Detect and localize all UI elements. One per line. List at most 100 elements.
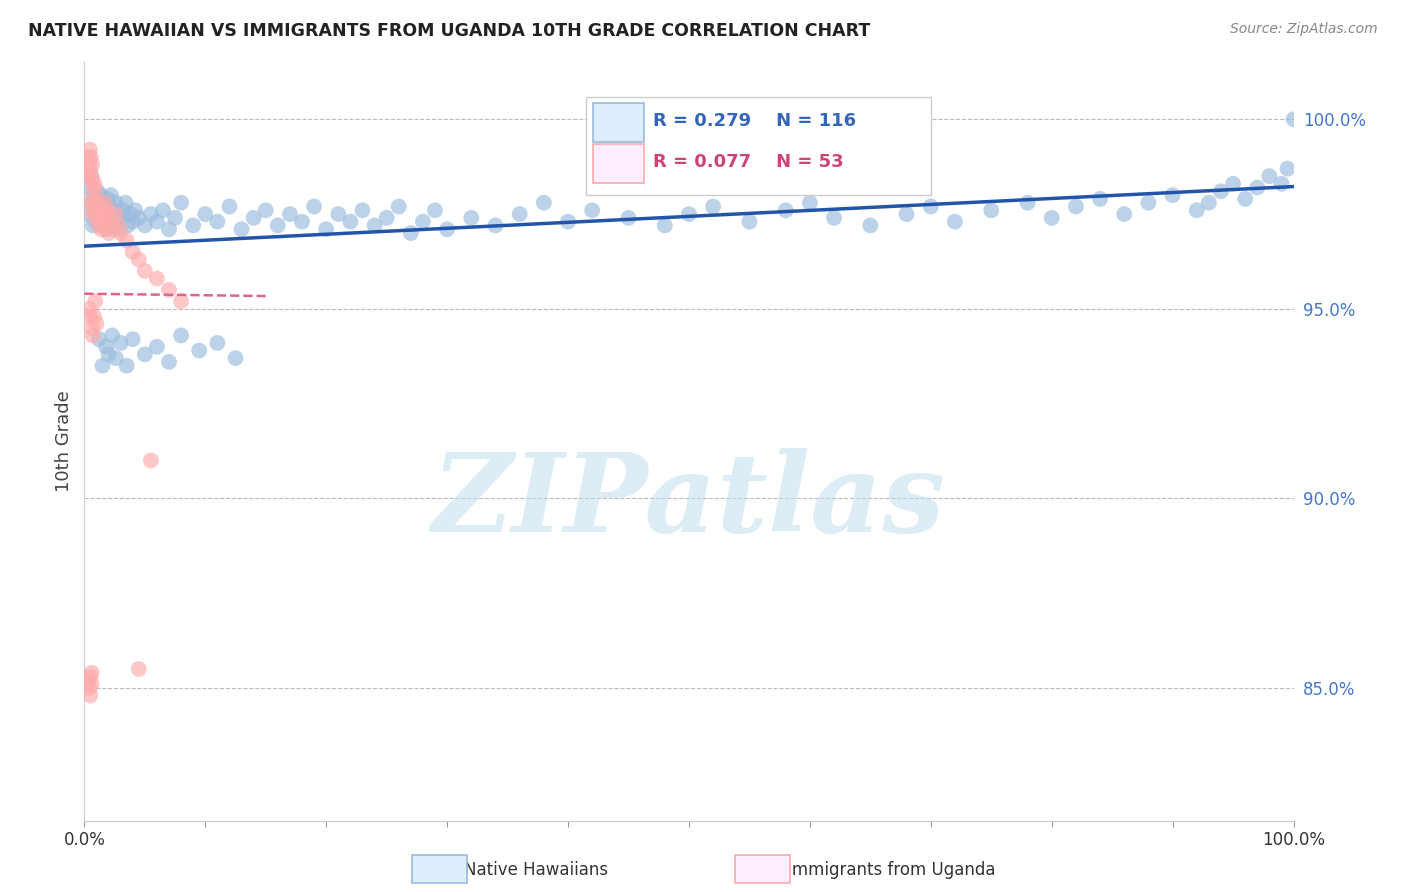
Point <box>77 681 100 695</box>
Text: NATIVE HAWAIIAN VS IMMIGRANTS FROM UGANDA 10TH GRADE CORRELATION CHART: NATIVE HAWAIIAN VS IMMIGRANTS FROM UGAND… <box>28 22 870 40</box>
Point <box>83 195 105 210</box>
Point <box>557 215 579 229</box>
Text: R = 0.279    N = 116: R = 0.279 N = 116 <box>652 112 856 130</box>
Point <box>110 336 132 351</box>
Point <box>375 211 398 225</box>
Point <box>94 219 117 233</box>
Point <box>170 195 193 210</box>
FancyBboxPatch shape <box>593 144 644 183</box>
Point <box>96 203 118 218</box>
Point <box>581 203 603 218</box>
Point <box>146 215 169 229</box>
Point <box>920 200 942 214</box>
Point <box>76 195 98 210</box>
Text: Source: ZipAtlas.com: Source: ZipAtlas.com <box>1230 22 1378 37</box>
Point <box>436 222 458 236</box>
Point <box>128 252 150 267</box>
Point <box>170 294 193 309</box>
Point <box>91 195 114 210</box>
Point <box>97 226 120 240</box>
Point <box>533 195 555 210</box>
Point <box>134 219 156 233</box>
Point <box>775 203 797 218</box>
Point <box>165 211 187 225</box>
Point <box>617 211 640 225</box>
Point <box>86 211 108 225</box>
Point <box>83 188 105 202</box>
Point <box>97 215 120 229</box>
Point <box>82 207 104 221</box>
Point <box>124 203 146 218</box>
Point <box>412 215 434 229</box>
Point <box>1185 203 1208 218</box>
Point <box>94 340 117 354</box>
Point <box>77 169 100 184</box>
Point <box>654 219 676 233</box>
Point <box>110 226 132 240</box>
Point <box>104 351 127 366</box>
Point <box>207 215 229 229</box>
Point <box>107 207 129 221</box>
Point <box>104 195 127 210</box>
Point <box>83 310 105 324</box>
Text: Immigrants from Uganda: Immigrants from Uganda <box>745 861 995 879</box>
Point <box>90 219 112 233</box>
Point <box>105 215 128 229</box>
Point <box>77 673 100 688</box>
Point <box>98 200 121 214</box>
Point <box>254 203 277 218</box>
Point <box>82 158 104 172</box>
Point <box>80 677 103 691</box>
Point <box>79 310 101 324</box>
Point <box>1209 185 1232 199</box>
Point <box>823 211 845 225</box>
Point <box>157 355 180 369</box>
Point <box>91 359 114 373</box>
Point <box>94 195 117 210</box>
Point <box>363 219 385 233</box>
Point <box>339 215 361 229</box>
Point <box>90 222 112 236</box>
Point <box>84 294 107 309</box>
Point <box>96 192 118 206</box>
Point <box>315 222 337 236</box>
Point <box>87 207 110 221</box>
Point <box>93 215 115 229</box>
Point <box>896 207 918 221</box>
Point <box>170 328 193 343</box>
Point <box>107 219 129 233</box>
Point <box>110 211 132 225</box>
Point <box>80 320 103 334</box>
Point <box>1258 169 1281 184</box>
Point <box>146 271 169 285</box>
Point <box>97 347 120 361</box>
Point <box>104 203 127 218</box>
Y-axis label: 10th Grade: 10th Grade <box>55 391 73 492</box>
Point <box>101 328 124 343</box>
Text: Native Hawaiians: Native Hawaiians <box>422 861 607 879</box>
Point <box>242 211 264 225</box>
Point <box>1198 195 1220 210</box>
FancyBboxPatch shape <box>593 103 644 142</box>
Point <box>80 665 103 680</box>
Point <box>799 195 821 210</box>
Point <box>91 207 114 221</box>
Point <box>100 211 122 225</box>
Point <box>1114 207 1136 221</box>
Point <box>509 207 531 221</box>
Point <box>134 264 156 278</box>
Point <box>80 150 103 164</box>
Point <box>103 219 125 233</box>
Point <box>79 165 101 179</box>
Point <box>114 195 136 210</box>
Point <box>77 301 100 316</box>
Point <box>104 207 127 221</box>
FancyBboxPatch shape <box>586 96 931 195</box>
Point <box>460 211 482 225</box>
Point <box>188 343 211 358</box>
Point <box>83 177 105 191</box>
Point <box>1088 192 1111 206</box>
Point <box>1277 161 1299 176</box>
Point <box>1234 192 1257 206</box>
Point <box>157 283 180 297</box>
